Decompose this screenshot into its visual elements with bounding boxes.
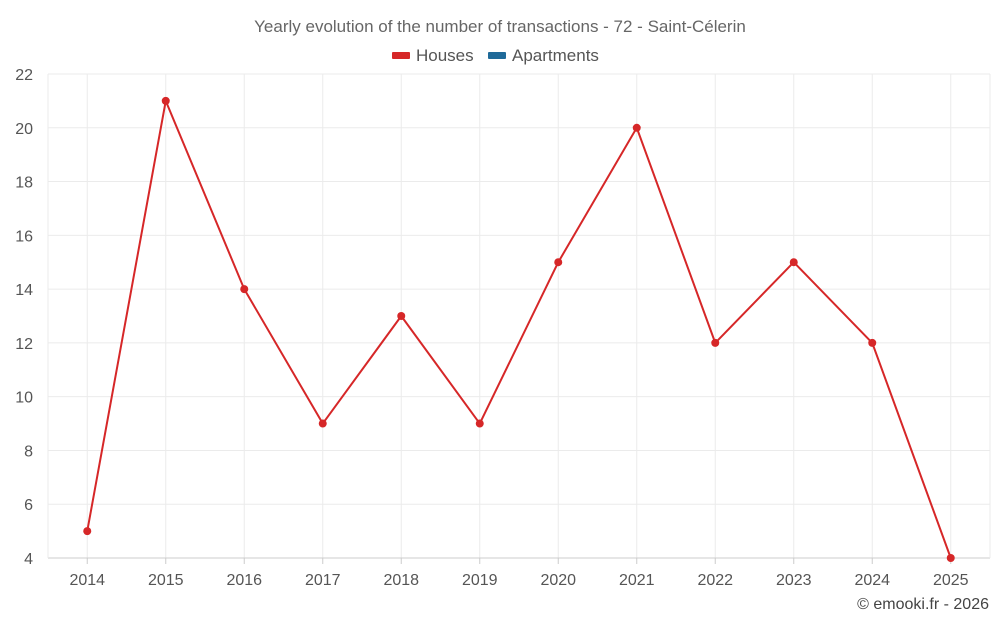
data-point[interactable] xyxy=(632,123,641,132)
credit-text: © emooki.fr - 2026 xyxy=(857,596,989,613)
x-tick-label: 2023 xyxy=(776,572,812,589)
y-tick-label: 4 xyxy=(24,551,33,568)
series-line-houses xyxy=(86,99,952,559)
series-houses xyxy=(83,96,955,562)
x-tick-label: 2019 xyxy=(462,572,498,589)
data-point[interactable] xyxy=(397,312,406,320)
data-point[interactable] xyxy=(475,419,484,428)
data-point[interactable] xyxy=(711,338,720,347)
x-tick-label: 2016 xyxy=(226,572,262,589)
data-point[interactable] xyxy=(318,419,327,428)
x-tick-label: 2020 xyxy=(540,572,576,589)
grid xyxy=(48,73,990,558)
legend-swatch-houses xyxy=(392,52,410,59)
data-point[interactable] xyxy=(789,258,798,267)
data-point[interactable] xyxy=(161,96,170,105)
data-point[interactable] xyxy=(83,527,92,536)
x-tick-label: 2021 xyxy=(619,572,655,589)
data-point[interactable] xyxy=(554,258,563,267)
legend-label-houses[interactable]: Houses xyxy=(416,46,474,65)
x-tick-label: 2018 xyxy=(383,572,419,589)
y-tick-label: 16 xyxy=(15,228,33,245)
y-tick-label: 20 xyxy=(15,121,33,138)
y-tick-label: 12 xyxy=(15,336,33,353)
x-tick-label: 2022 xyxy=(697,572,733,589)
x-tick-label: 2017 xyxy=(305,572,341,589)
data-point[interactable] xyxy=(240,285,249,294)
x-tick-label: 2015 xyxy=(148,572,184,589)
y-tick-label: 22 xyxy=(15,67,33,84)
legend-label-apartments[interactable]: Apartments xyxy=(512,46,599,65)
y-tick-label: 14 xyxy=(15,282,33,299)
x-tick-label: 2024 xyxy=(854,572,890,589)
x-tick-label: 2014 xyxy=(69,572,105,589)
x-tick-label: 2025 xyxy=(933,572,969,589)
legend: Houses Apartments xyxy=(392,46,599,65)
chart-title: Yearly evolution of the number of transa… xyxy=(254,17,746,36)
y-tick-label: 6 xyxy=(24,497,33,514)
legend-swatch-apartments xyxy=(488,52,506,59)
y-tick-label: 10 xyxy=(15,390,33,407)
data-point[interactable] xyxy=(868,338,877,347)
y-tick-label: 18 xyxy=(15,175,33,192)
data-point[interactable] xyxy=(946,554,955,562)
y-tick-label: 8 xyxy=(24,443,33,460)
